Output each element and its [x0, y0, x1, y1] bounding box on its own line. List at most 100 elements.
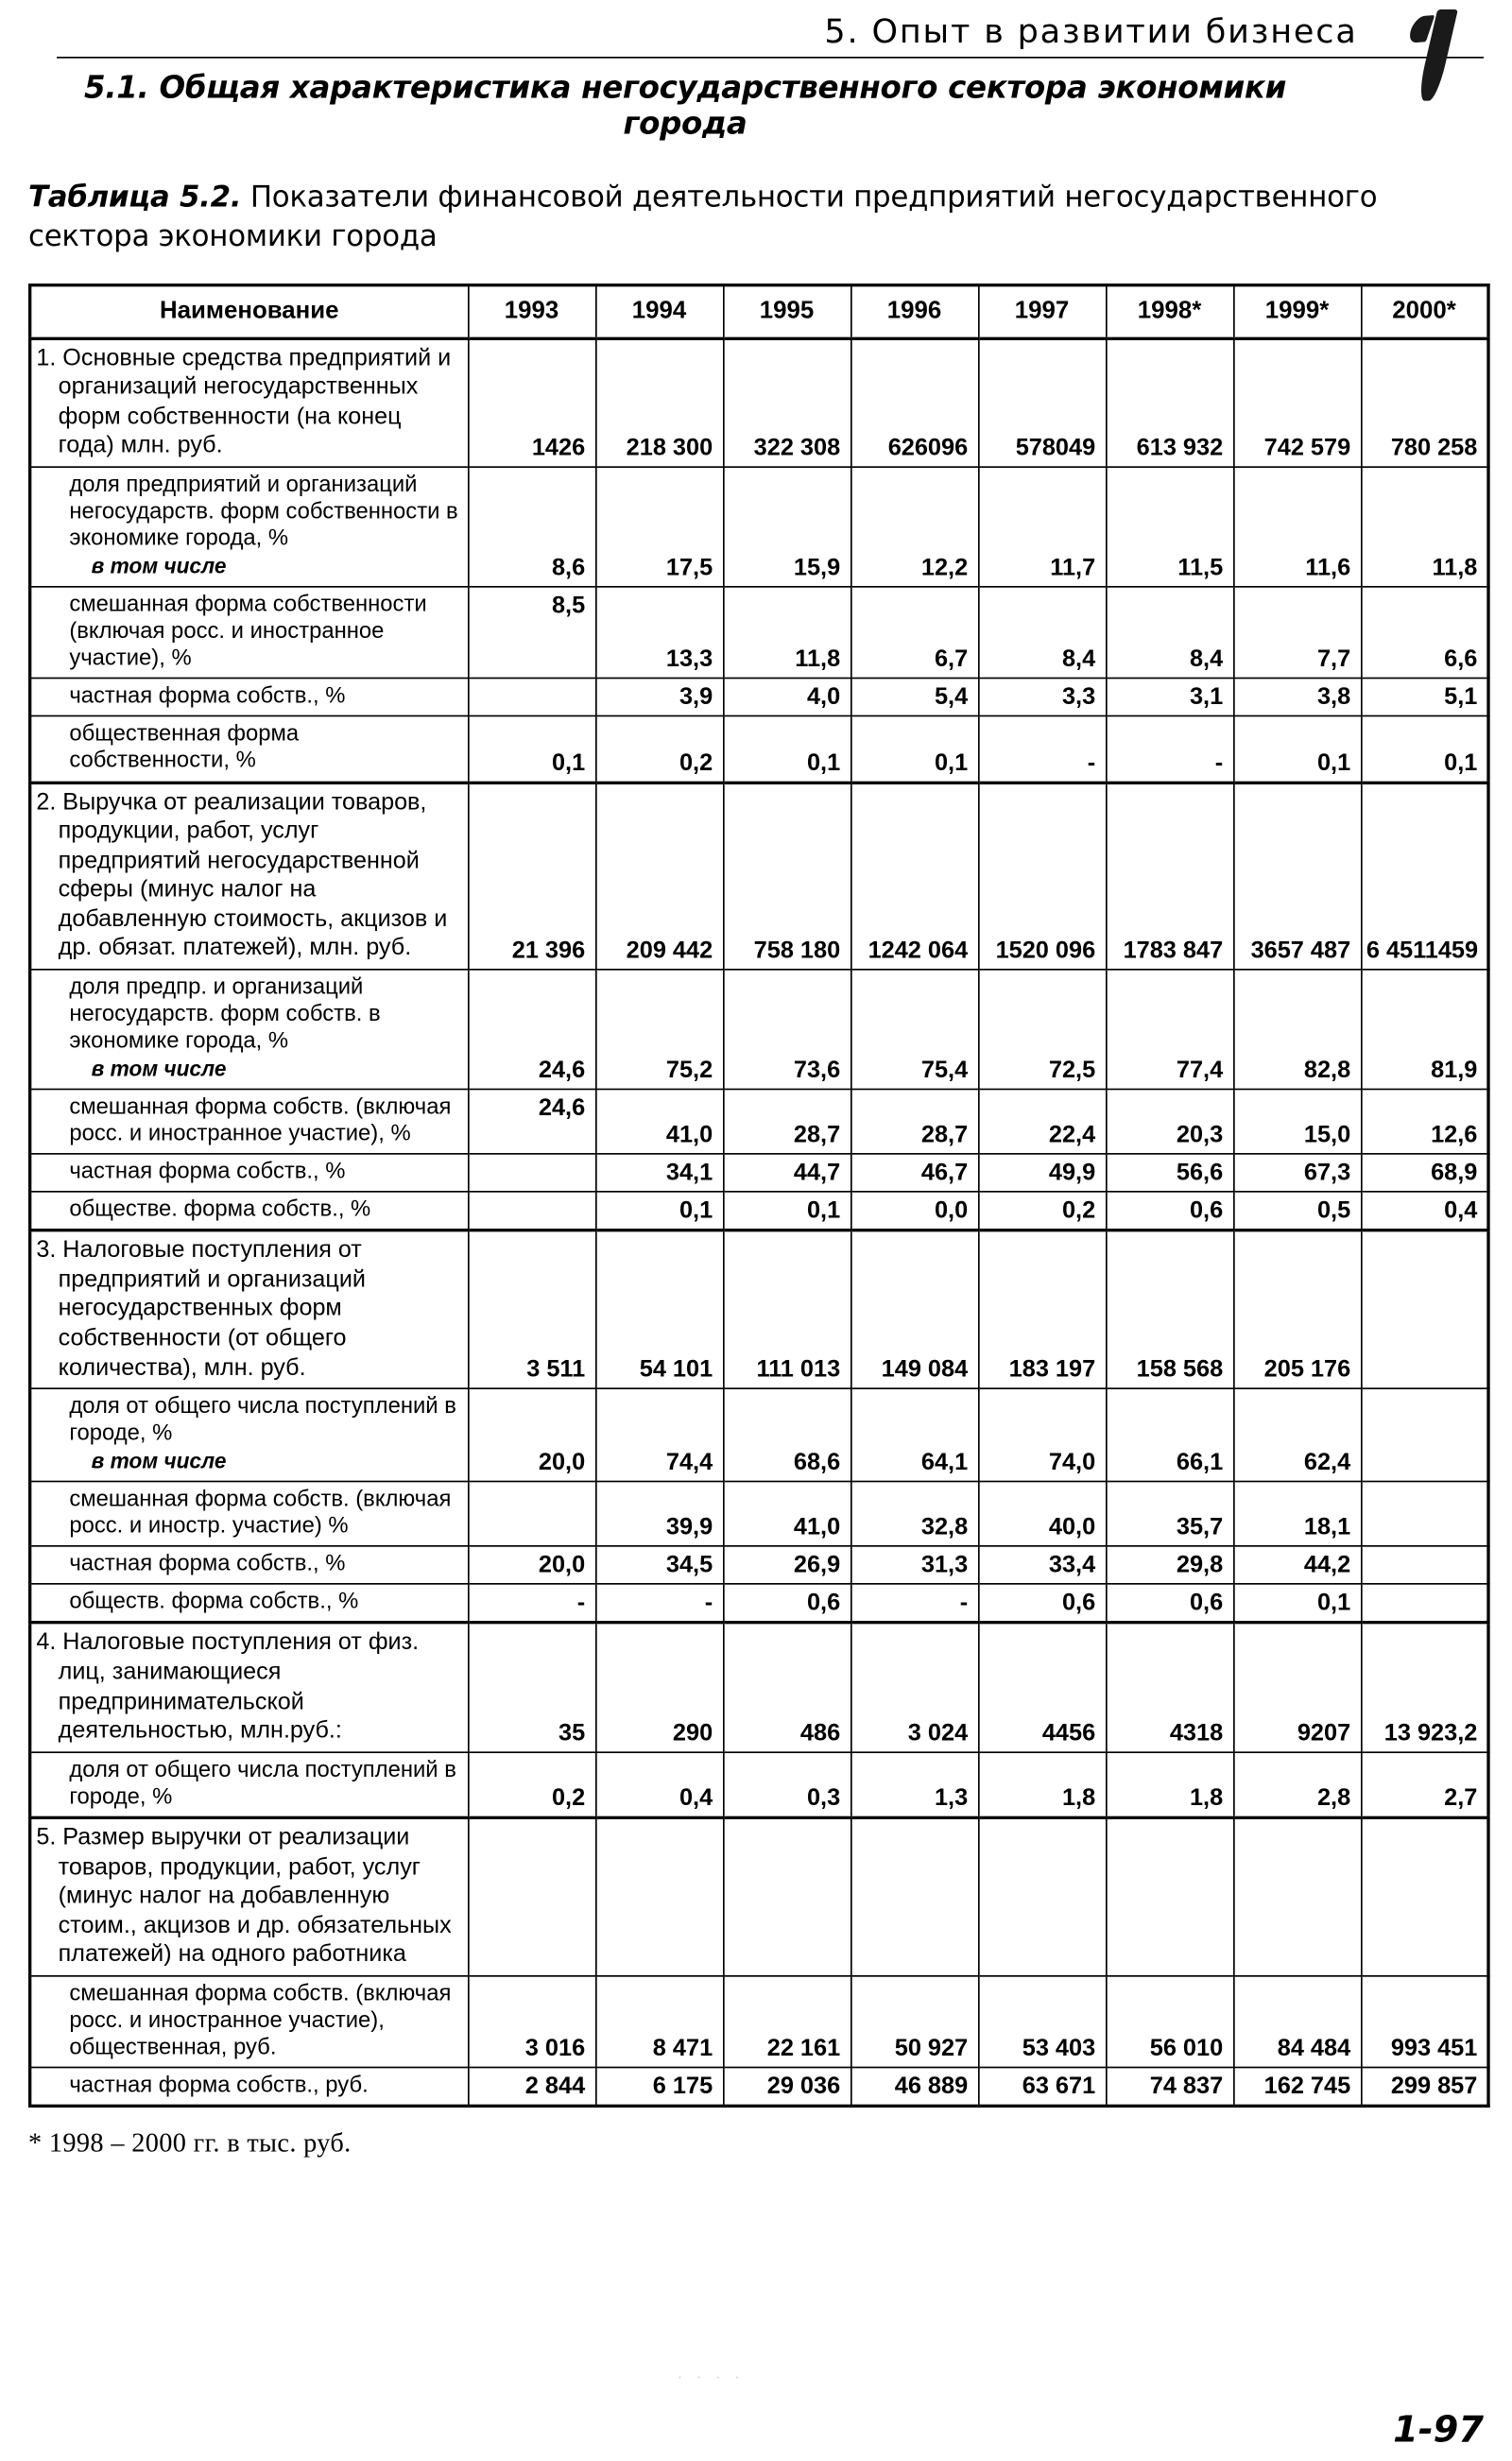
table-cell: 322 308: [722, 336, 851, 468]
table-cell: 28,7: [850, 1088, 979, 1155]
table-cell: 9207: [1232, 1621, 1362, 1753]
table-cell: 74,4: [594, 1387, 724, 1482]
table-cell: [467, 1152, 596, 1193]
table-cell: 758 180: [722, 780, 851, 971]
table-cell: 1,8: [977, 1750, 1107, 1819]
table-cell: [1232, 1816, 1362, 1977]
table-cell: 11,8: [1360, 466, 1489, 587]
table-caption: Таблица 5.2. Показатели финансовой деяте…: [28, 180, 1484, 258]
table-cell: 149 084: [850, 1229, 979, 1390]
table-cell: [1360, 1387, 1489, 1482]
table-cell: 4318: [1105, 1621, 1234, 1753]
table-cell: 3,8: [1232, 677, 1362, 717]
table-cell: 2,7: [1360, 1750, 1489, 1819]
financial-indicators-table: Наименование 1993 1994 1995 1996 1997 19…: [28, 283, 1490, 2108]
table-cell: [850, 1816, 979, 1977]
table-body: 1. Основные средства предприятий и орган…: [28, 336, 1489, 2108]
table-cell: 11,7: [977, 466, 1107, 587]
column-header-2000: 2000*: [1360, 284, 1489, 339]
table-cell: 56,6: [1105, 1152, 1234, 1193]
table-row: смешанная форма собств. (включая росс. и…: [28, 1974, 1489, 2069]
column-header-1995: 1995: [722, 284, 851, 339]
row-label: доля предпр. и организаций негосударств.…: [28, 968, 469, 1090]
table-cell: 111 013: [722, 1229, 851, 1390]
row-label: 2. Выручка от реализации товаров, продук…: [28, 780, 469, 971]
table-cell: -: [1105, 715, 1234, 783]
table-cell: 3 024: [850, 1621, 979, 1753]
table-cell: 20,3: [1105, 1088, 1234, 1155]
table-cell: 8,4: [977, 585, 1107, 680]
table-cell: 34,1: [594, 1152, 724, 1193]
table-cell: 742 579: [1232, 336, 1362, 468]
table-cell: 0,6: [1105, 1191, 1234, 1232]
table-cell: 2 844: [467, 2067, 596, 2108]
table-row: частная форма собств., % 34,1 44,7 46,7 49,9…: [28, 1152, 1489, 1193]
row-label: обществ. форма собств., %: [28, 1583, 469, 1625]
table-cell: 64,1: [850, 1387, 979, 1482]
table-cell: 0,1: [467, 715, 596, 783]
column-header-1997: 1997: [977, 284, 1107, 339]
table-cell: 49,9: [977, 1152, 1107, 1193]
table-cell: -: [850, 1583, 979, 1625]
row-label: смешанная форма собств. (включая росс. и…: [28, 1974, 469, 2069]
column-header-name: Наименование: [28, 284, 469, 339]
table-cell: [467, 677, 596, 717]
row-label: 4. Налоговые поступления от физ. лиц, за…: [28, 1621, 469, 1753]
table-cell: 12,2: [850, 466, 979, 587]
table-cell: [1360, 1816, 1489, 1977]
table-cell: 41,0: [722, 1480, 851, 1547]
table-cell: 6 175: [594, 2067, 724, 2108]
table-cell: 73,6: [722, 968, 851, 1090]
table-row: частная форма собств., % 20,0 34,5 26,9 31,3…: [28, 1545, 1489, 1586]
table-cell: 218 300: [594, 336, 724, 468]
table-cell: 72,5: [977, 968, 1107, 1090]
table-cell: 2,8: [1232, 1750, 1362, 1819]
table-cell: 5,4: [850, 677, 979, 717]
table-row: 2. Выручка от реализации товаров, продук…: [28, 780, 1489, 971]
table-cell: 22,4: [977, 1088, 1107, 1155]
chapter-title: 5. Опыт в развитии бизнеса: [824, 12, 1358, 51]
table-cell: 82,8: [1232, 968, 1362, 1090]
column-header-1999: 1999*: [1232, 284, 1362, 339]
table-cell: 56 010: [1105, 1974, 1234, 2069]
table-cell: 18,1: [1232, 1480, 1362, 1547]
table-cell: 6,7: [850, 585, 979, 680]
table-cell: 63 671: [977, 2067, 1107, 2108]
table-cell: 68,6: [722, 1387, 851, 1482]
page-corner-mark-icon: [1401, 7, 1474, 104]
table-row: частная форма собств., руб. 2 844 6 175 29 …: [28, 2067, 1489, 2108]
table-cell: 41,0: [594, 1088, 724, 1155]
table-cell: 0,6: [977, 1583, 1107, 1625]
table-cell: 780 258: [1360, 336, 1489, 468]
table-cell: 0,4: [594, 1750, 724, 1819]
table-cell: 53 403: [977, 1974, 1107, 2069]
table-cell: 50 927: [850, 1974, 979, 2069]
table-cell: 3657 487: [1232, 780, 1362, 971]
table-row: общественная форма собственности, % 0,1 0,…: [28, 715, 1489, 783]
row-label: доля от общего числа поступлений в город…: [28, 1387, 469, 1482]
table-cell: 1,8: [1105, 1750, 1234, 1819]
table-cell: 3,9: [594, 677, 724, 717]
table-cell: 7,7: [1232, 585, 1362, 680]
table-cell: 26,9: [722, 1545, 851, 1586]
table-cell: 183 197: [977, 1229, 1107, 1390]
table-cell: 29 036: [722, 2067, 851, 2108]
table-cell: [1360, 1583, 1489, 1625]
table-header-row: Наименование 1993 1994 1995 1996 1997 19…: [28, 284, 1489, 339]
table-cell: 0,2: [594, 715, 724, 783]
column-header-1994: 1994: [594, 284, 724, 339]
table-cell: 44,7: [722, 1152, 851, 1193]
table-cell: 0,1: [1232, 1583, 1362, 1625]
table-cell: 21 396: [467, 780, 596, 971]
table-cell: 75,4: [850, 968, 979, 1090]
table-row: смешанная форма собств. (включая росс. и…: [28, 1088, 1489, 1155]
table-cell: -: [467, 1583, 596, 1625]
table-cell: 46 889: [850, 2067, 979, 2108]
row-label: 5. Размер выручки от реализации товаров,…: [28, 1816, 469, 1977]
table-cell: 0,1: [1360, 715, 1489, 783]
row-label: доля предприятий и организаций негосудар…: [28, 466, 469, 587]
row-label: частная форма собств., %: [28, 1545, 469, 1586]
table-cell: [1360, 1545, 1489, 1586]
table-cell: 20,0: [467, 1545, 596, 1586]
table-cell: 35,7: [1105, 1480, 1234, 1547]
